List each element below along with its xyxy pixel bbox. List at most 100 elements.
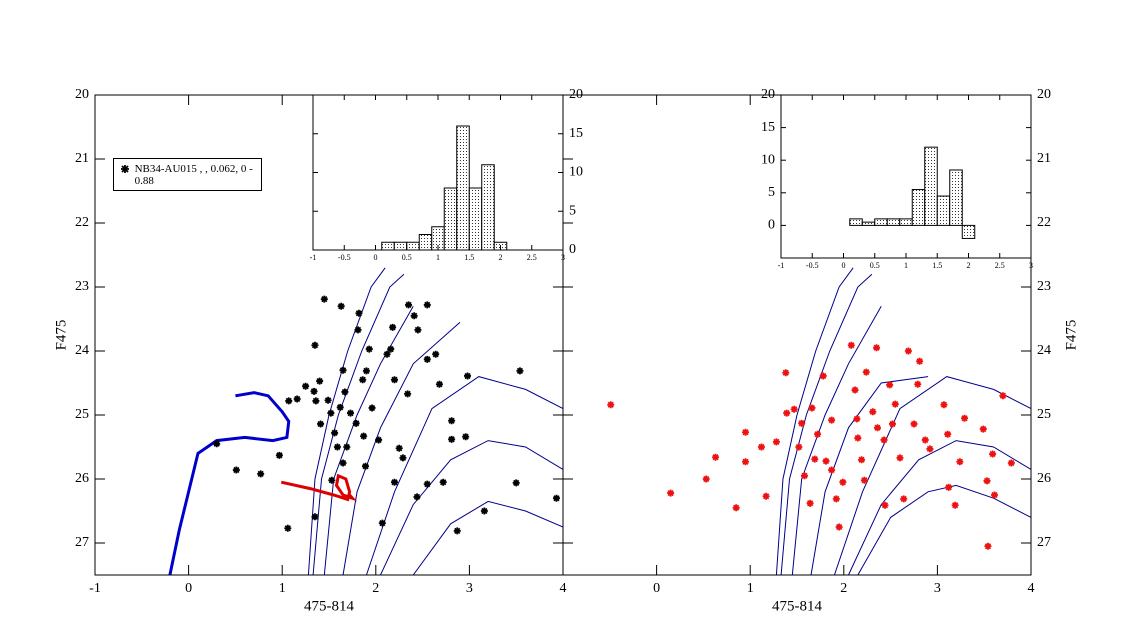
y-tick-label: 24 bbox=[1037, 343, 1051, 358]
y-tick-label: 26 bbox=[1037, 471, 1051, 486]
x-tick-label: 1 bbox=[436, 253, 440, 262]
point bbox=[851, 386, 859, 394]
hist-bar bbox=[936, 195, 951, 226]
point bbox=[448, 417, 456, 425]
point bbox=[990, 491, 998, 499]
point bbox=[391, 478, 399, 486]
point bbox=[413, 493, 421, 501]
y-tick-label: 25 bbox=[1037, 407, 1051, 422]
hist-bar bbox=[924, 146, 938, 226]
point bbox=[989, 450, 997, 458]
hist-bar bbox=[393, 241, 408, 250]
x-tick-label: -1 bbox=[89, 581, 101, 596]
frame bbox=[312, 94, 564, 251]
curve bbox=[365, 376, 563, 575]
x-tick-label: 0 bbox=[374, 253, 378, 262]
point bbox=[762, 492, 770, 500]
point bbox=[914, 380, 922, 388]
x-tick-label: 1 bbox=[279, 581, 286, 596]
point bbox=[819, 372, 827, 380]
hist-bar bbox=[443, 187, 458, 250]
point bbox=[464, 372, 472, 380]
y-tick-label: 20 bbox=[75, 87, 89, 102]
point bbox=[347, 409, 355, 417]
x-tick-label: -0.5 bbox=[806, 261, 819, 270]
point bbox=[257, 470, 265, 478]
point bbox=[798, 419, 806, 427]
plot-body bbox=[849, 146, 976, 239]
curve bbox=[280, 473, 358, 502]
panel: -1 -0.5 0 0.5 1 1.5 2 2.5 3 0 5 10 15 20 bbox=[761, 87, 1033, 270]
point bbox=[811, 455, 819, 463]
y-tick-label: 0 bbox=[569, 242, 576, 257]
x-tick-label: 2 bbox=[499, 253, 503, 262]
y-tick-label: 0 bbox=[768, 218, 775, 233]
x-axis-label: 475-814 bbox=[772, 598, 822, 614]
point bbox=[945, 483, 953, 491]
point bbox=[900, 495, 908, 503]
point bbox=[853, 415, 861, 423]
curve bbox=[312, 273, 405, 575]
x-tick-label: 1 bbox=[747, 581, 754, 596]
point bbox=[999, 392, 1007, 400]
point bbox=[399, 454, 407, 462]
point bbox=[462, 433, 470, 441]
point bbox=[448, 435, 456, 443]
point bbox=[832, 495, 840, 503]
point bbox=[311, 341, 319, 349]
x-tick-label: 0 bbox=[842, 261, 846, 270]
legend-marker bbox=[121, 165, 129, 173]
point bbox=[310, 387, 318, 395]
point bbox=[414, 326, 422, 334]
point bbox=[873, 424, 881, 432]
point bbox=[712, 453, 720, 461]
point bbox=[320, 295, 328, 303]
point bbox=[341, 388, 349, 396]
point bbox=[516, 367, 524, 375]
point bbox=[742, 428, 750, 436]
point bbox=[742, 458, 750, 466]
point bbox=[360, 432, 368, 440]
plot-body bbox=[381, 125, 508, 250]
point bbox=[828, 466, 836, 474]
curve bbox=[342, 321, 461, 575]
point bbox=[453, 527, 461, 535]
y-axis-label: F475 bbox=[1063, 320, 1079, 351]
point bbox=[839, 478, 847, 486]
point bbox=[284, 524, 292, 532]
point bbox=[757, 443, 765, 451]
point bbox=[354, 326, 362, 334]
x-tick-label: 1 bbox=[904, 261, 908, 270]
point bbox=[365, 345, 373, 353]
point bbox=[891, 400, 899, 408]
point bbox=[822, 457, 830, 465]
curve bbox=[810, 376, 929, 575]
x-tick-label: 3 bbox=[934, 581, 941, 596]
point bbox=[961, 414, 969, 422]
point bbox=[607, 401, 615, 409]
point bbox=[800, 472, 808, 480]
legend-label: NB34-AU015 , , 0.062, 0 - 0.88 bbox=[134, 163, 253, 187]
point bbox=[854, 434, 862, 442]
point bbox=[435, 380, 443, 388]
y-tick-label: 5 bbox=[768, 185, 775, 200]
frame bbox=[780, 94, 1032, 259]
point bbox=[951, 501, 959, 509]
y-tick-label: 27 bbox=[75, 535, 89, 550]
point bbox=[368, 404, 376, 412]
point bbox=[336, 403, 344, 411]
hist-bar bbox=[456, 125, 470, 250]
curve bbox=[412, 500, 563, 575]
x-tick-label: 2 bbox=[840, 581, 847, 596]
point bbox=[828, 416, 836, 424]
x-tick-label: 0 bbox=[185, 581, 192, 596]
x-tick-label: 0 bbox=[653, 581, 660, 596]
point bbox=[926, 445, 934, 453]
y-tick-label: 20 bbox=[1037, 87, 1051, 102]
hist-bar bbox=[849, 218, 863, 226]
point bbox=[331, 429, 339, 437]
point bbox=[552, 494, 560, 502]
y-tick-label: 22 bbox=[75, 215, 89, 230]
point bbox=[869, 408, 877, 416]
